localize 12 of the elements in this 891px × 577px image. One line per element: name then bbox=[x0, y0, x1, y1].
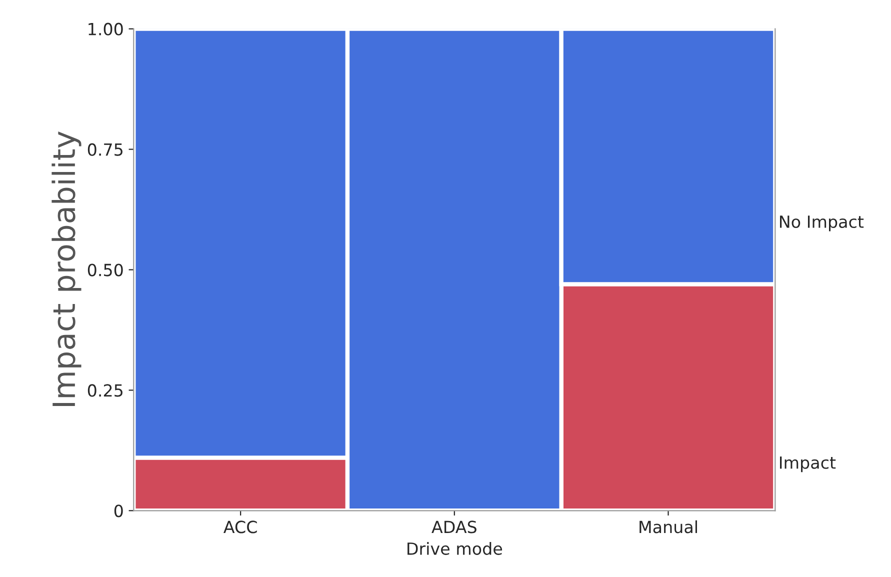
x-tick-label: ADAS bbox=[432, 520, 476, 534]
y-tick-label: 0 bbox=[114, 504, 123, 518]
x-axis-title: Drive mode bbox=[408, 542, 502, 555]
x-tick-label: Manual bbox=[640, 520, 697, 534]
series-label: Impact bbox=[780, 456, 836, 472]
x-tick-label: ACC bbox=[224, 520, 257, 534]
series-label: No Impact bbox=[780, 216, 864, 232]
y-tick-label: 0.50 bbox=[88, 264, 123, 276]
y-tick-label: 1.00 bbox=[88, 22, 123, 36]
y-tick-label: 0.75 bbox=[88, 143, 122, 156]
y-axis-title: Impact probability bbox=[52, 131, 82, 406]
y-tick-label: 0.25 bbox=[88, 384, 122, 397]
